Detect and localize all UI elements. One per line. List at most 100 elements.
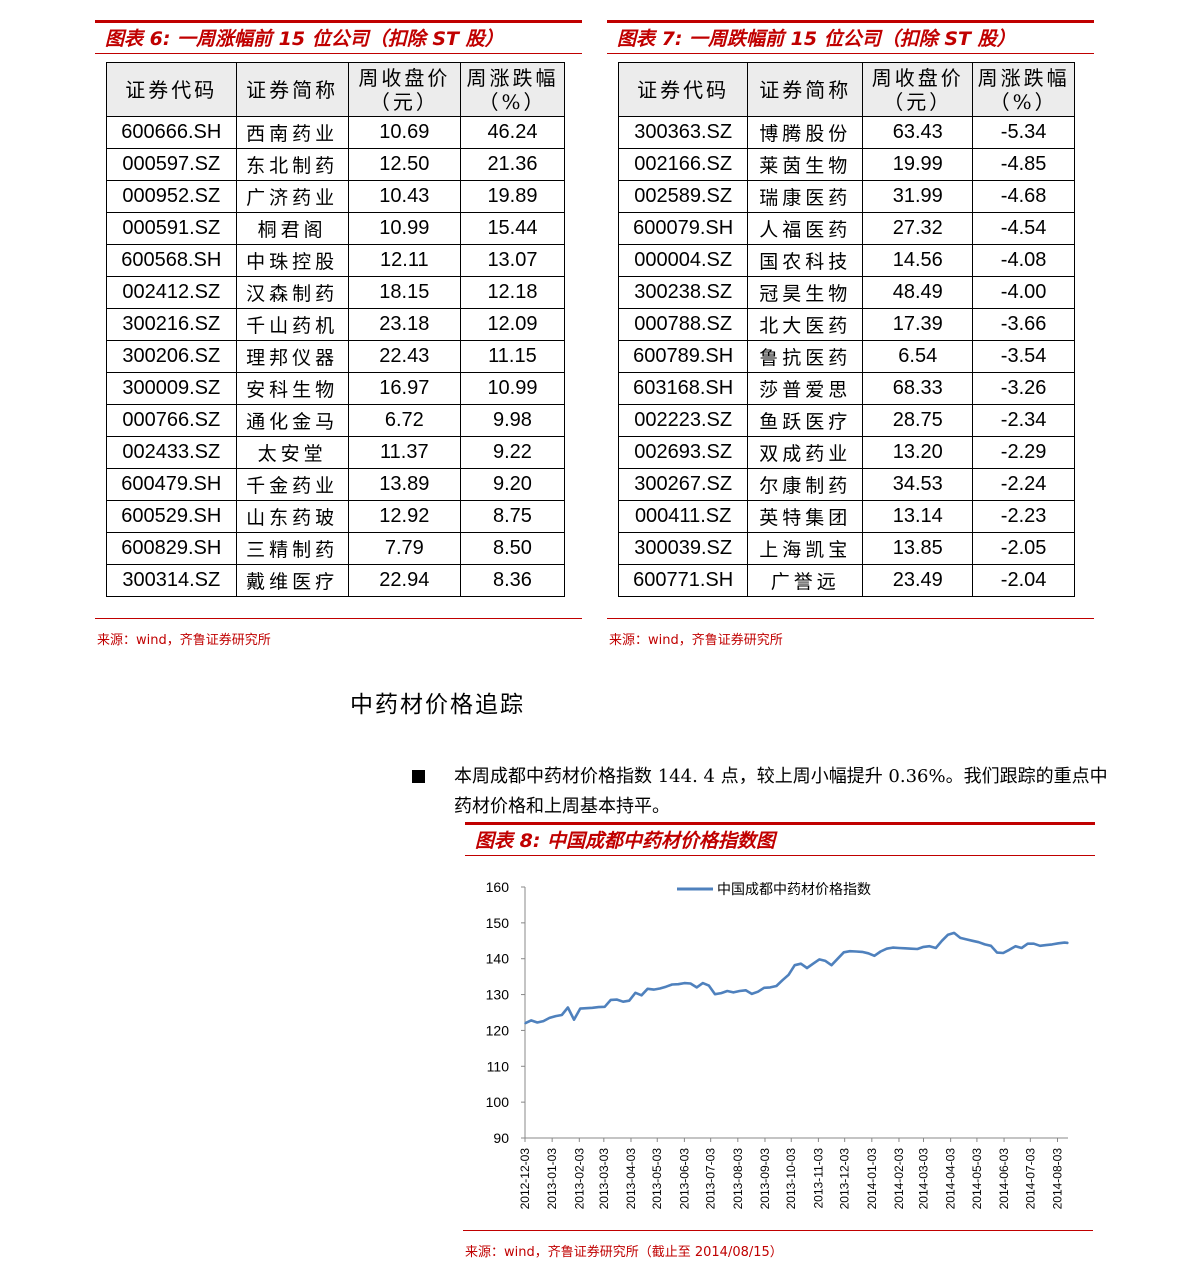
cell-close: 16.97 <box>347 372 461 405</box>
cell-code: 000411.SZ <box>617 500 749 533</box>
table-row: 002166.SZ 莱茵生物 19.99 -4.85 <box>617 148 1075 181</box>
data-point <box>977 941 980 943</box>
table-row: 000004.SZ 国农科技 14.56 -4.08 <box>617 244 1075 277</box>
cell-code: 300206.SZ <box>106 340 237 373</box>
data-point <box>585 1007 588 1009</box>
data-point <box>830 964 833 966</box>
table-row: 603168.SH 莎普爱思 68.33 -3.26 <box>617 372 1075 405</box>
cell-close: 10.43 <box>347 180 461 213</box>
x-tick-label: 2013-03-03 <box>597 1148 611 1210</box>
fig8-source: 来源：wind，齐鲁证券研究所（截止至 2014/08/15） <box>463 1230 1093 1260</box>
data-point <box>548 1017 551 1019</box>
cell-name: 安科生物 <box>235 372 349 405</box>
cell-name: 双成药业 <box>747 436 864 469</box>
data-point <box>898 947 900 949</box>
fig6-title: 图表 6: 一周涨幅前 15 位公司（扣除 ST 股） <box>95 20 582 54</box>
cell-code: 000004.SZ <box>617 244 749 277</box>
cell-change: 9.20 <box>459 468 566 501</box>
cell-name: 鲁抗医药 <box>747 340 864 373</box>
data-point <box>683 982 686 984</box>
cell-code: 600666.SH <box>106 116 237 149</box>
data-point <box>990 945 992 947</box>
x-tick-label: 2013-09-03 <box>758 1148 772 1210</box>
table-row: 000597.SZ 东北制药 12.50 21.36 <box>106 148 566 181</box>
cell-code: 000788.SZ <box>617 308 749 341</box>
data-point <box>818 958 821 961</box>
cell-name: 戴维医疗 <box>235 564 349 597</box>
table-row: 002433.SZ 太安堂 11.37 9.22 <box>106 436 566 469</box>
cell-close: 23.49 <box>862 564 974 597</box>
cell-code: 000952.SZ <box>106 180 237 213</box>
cell-name: 博腾股份 <box>747 116 864 149</box>
data-point <box>616 998 618 1001</box>
table-row: 600666.SH 西南药业 10.69 46.24 <box>106 116 566 149</box>
table-row: 300206.SZ 理邦仪器 22.43 11.15 <box>106 340 566 373</box>
cell-code: 600829.SH <box>106 532 237 565</box>
cell-code: 600529.SH <box>106 500 237 533</box>
data-point <box>941 940 943 942</box>
data-point <box>935 947 937 949</box>
data-point <box>591 1007 594 1009</box>
data-point <box>702 982 704 984</box>
cell-close: 23.18 <box>347 308 461 341</box>
data-point <box>879 950 882 953</box>
paragraph-text: 本周成都中药材价格指数 144. 4 点，较上周小幅提升 0.36%。我们跟踪的… <box>454 766 1108 817</box>
cell-name: 山东药玻 <box>235 500 349 533</box>
data-point <box>689 982 692 985</box>
x-tick-label: 2014-02-03 <box>892 1148 906 1210</box>
fig7-source: 来源：wind，齐鲁证券研究所 <box>607 618 1094 648</box>
x-tick-label: 2013-07-03 <box>704 1148 718 1210</box>
y-tick-label: 130 <box>486 987 510 1003</box>
cell-code: 300238.SZ <box>617 276 749 309</box>
data-point <box>916 948 919 950</box>
fig7-table: 证券代码 证券简称 周收盘价（元） 周涨跌幅（%） 300363.SZ 博腾股份 6… <box>617 62 1075 597</box>
cell-code: 002223.SZ <box>617 404 749 437</box>
fig8-chart: 90 100 110 120 130 140 150 160 2012-12-03 2013-01… <box>486 879 1069 1210</box>
col-header-close: 周收盘价（元） <box>862 62 974 117</box>
cell-name: 理邦仪器 <box>235 340 349 373</box>
fig6-table: 证券代码 证券简称 周收盘价（元） 周涨跌幅（%） 600666.SH 西南药业 1… <box>106 62 566 597</box>
cell-change: 15.44 <box>459 212 566 245</box>
data-point <box>726 990 729 992</box>
cell-close: 7.79 <box>347 532 461 565</box>
cell-code: 603168.SH <box>617 372 749 405</box>
data-point <box>1067 942 1069 944</box>
data-point <box>959 937 962 939</box>
cell-change: 11.15 <box>459 340 566 373</box>
cell-change: 21.36 <box>459 148 566 181</box>
fig6-panel: 图表 6: 一周涨幅前 15 位公司（扣除 ST 股） 证券代码 证券简称 周收… <box>95 20 582 660</box>
x-tick-label: 2014-01-03 <box>865 1148 879 1210</box>
cell-change: -3.26 <box>972 372 1075 405</box>
data-point <box>634 992 637 994</box>
cell-name: 东北制药 <box>235 148 349 181</box>
data-point <box>781 979 784 981</box>
data-point <box>800 962 802 965</box>
col-header-close: 周收盘价（元） <box>347 62 461 117</box>
x-tick-label: 2014-05-03 <box>970 1148 984 1210</box>
data-point <box>1014 945 1017 947</box>
table-row: 600568.SH 中珠控股 12.11 13.07 <box>106 244 566 277</box>
table-row: 000411.SZ 英特集团 13.14 -2.23 <box>617 500 1075 533</box>
series-line <box>524 931 1069 1025</box>
section-title: 中药材价格追踪 <box>350 692 525 718</box>
cell-close: 34.53 <box>862 468 974 501</box>
data-point <box>849 950 851 952</box>
y-tick-label: 90 <box>493 1130 509 1146</box>
cell-name: 西南药业 <box>235 116 349 149</box>
cell-code: 300039.SZ <box>617 532 749 565</box>
table-row: 002223.SZ 鱼跃医疗 28.75 -2.34 <box>617 404 1075 437</box>
cell-close: 13.20 <box>862 436 974 469</box>
x-tick-label: 2013-08-03 <box>731 1148 745 1210</box>
cell-close: 6.54 <box>862 340 974 373</box>
data-point <box>885 947 888 950</box>
cell-close: 63.43 <box>862 116 974 149</box>
x-tick-label: 2013-11-03 <box>811 1148 825 1209</box>
x-tick-label: 2013-02-03 <box>572 1148 586 1210</box>
data-point <box>738 990 741 992</box>
data-point <box>597 1006 600 1008</box>
cell-name: 鱼跃医疗 <box>747 404 864 437</box>
cell-name: 广济药业 <box>235 180 349 213</box>
cell-change: -5.34 <box>972 116 1075 149</box>
data-point <box>720 992 722 994</box>
data-point <box>622 1000 624 1003</box>
